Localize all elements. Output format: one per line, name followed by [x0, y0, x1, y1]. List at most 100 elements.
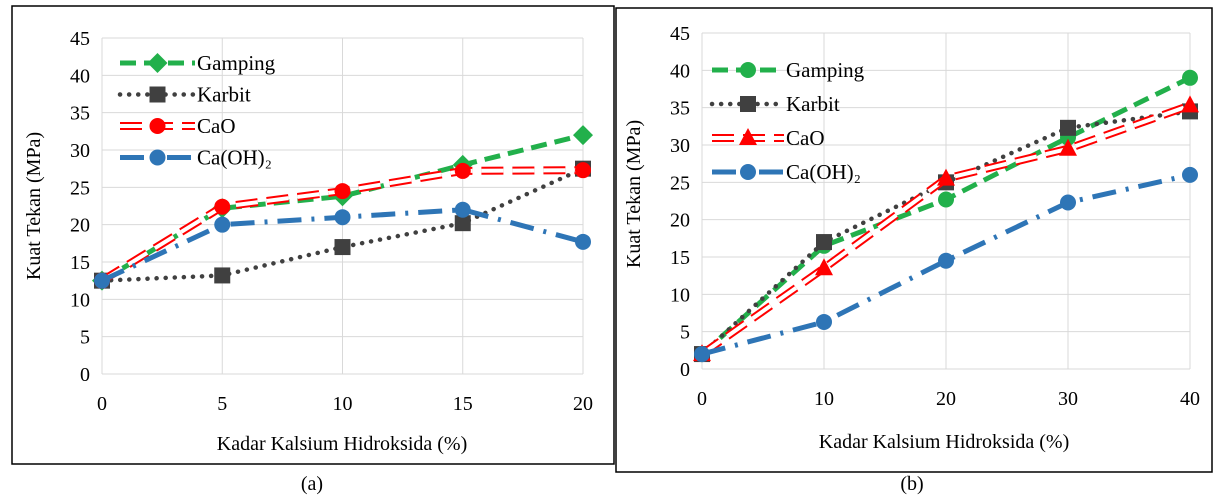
panel-a-y-axis-label: Kuat Tekan (MPa)	[23, 132, 45, 280]
chart-panel-b: 0 5 10 15 20 25 30 35 40 45 0 10 20 30 40 Gamping Karb…	[615, 7, 1213, 495]
panel-b-legend-label: CaO	[786, 126, 825, 150]
panel-a-y-tick-label: 35	[70, 103, 90, 125]
panel-a-x-tick-label: 10	[333, 393, 353, 415]
panel-b-series-ca-oh-point	[694, 346, 710, 363]
panel-a-legend-label: Gamping	[197, 51, 276, 75]
panel-a-y-tick-label: 15	[70, 252, 90, 274]
panel-b-legend-label: Ca(OH)₂	[786, 160, 861, 184]
panel-a-legend-label: Ca(OH)₂	[197, 146, 272, 170]
panel-b-x-tick-label: 10	[814, 388, 834, 410]
panel-a-x-ticks: 0 5 10 15 20	[97, 393, 593, 415]
panel-b-y-tick-label: 30	[670, 135, 690, 157]
panel-a-legend-marker	[147, 53, 168, 73]
panel-a-y-tick-label: 45	[70, 28, 90, 50]
panel-a-series-cao-point	[575, 162, 591, 179]
panel-a-legend-label: Karbit	[197, 83, 251, 107]
panel-a-series	[92, 125, 593, 291]
panel-a-series-ca-oh-point	[214, 216, 231, 233]
panel-a-series-ca-oh	[94, 201, 591, 289]
panel-b-legend-marker	[740, 164, 756, 180]
panel-b-y-tick-label: 45	[670, 23, 690, 45]
panel-a-series-cao-point	[214, 198, 231, 215]
panel-b-x-tick-label: 40	[1180, 388, 1200, 410]
panel-b-x-ticks: 0 10 20 30 40	[697, 388, 1200, 410]
panel-b-legend-item: Ca(OH)₂	[712, 160, 861, 184]
panel-b-caption: (b)	[900, 473, 923, 495]
panel-b-legend-item: Gamping	[712, 58, 865, 82]
panel-a-series-ca-oh-point	[454, 201, 471, 218]
panel-b-x-tick-label: 20	[936, 388, 956, 410]
panel-a-y-ticks: 0 5 10 15 20 25 30 35 40 45	[70, 28, 90, 386]
panel-a-legend-item: Karbit	[117, 83, 251, 107]
panel-a-series-gamping-point	[573, 125, 593, 146]
panel-b-y-tick-label: 40	[670, 60, 690, 82]
chart-panel-a: 0 5 10 15 20 25 30 35 40 45 0 5 10 15 20 Gamping Karbi…	[11, 5, 615, 495]
panel-b-series-gamping-point	[938, 191, 954, 208]
panel-b-y-axis-label: Kuat Tekan (MPa)	[623, 120, 645, 268]
panel-a-series-ca-oh-point	[334, 209, 351, 226]
panel-a-x-tick-label: 0	[97, 393, 107, 415]
panel-a-legend-item: Gamping	[120, 51, 276, 75]
panel-a-series-cao-point	[454, 162, 471, 179]
panel-b-x-tick-label: 0	[697, 388, 707, 410]
panel-b-legend-marker	[739, 128, 757, 145]
panel-a-series-cao-point	[334, 183, 351, 200]
panel-b-series-ca-oh-point	[1182, 166, 1198, 183]
panel-b-y-tick-label: 25	[670, 172, 690, 194]
panel-b-series	[693, 69, 1199, 363]
panel-b-legend-marker	[740, 96, 756, 112]
panel-a-x-tick-label: 15	[453, 393, 473, 415]
panel-b-series-cao-point	[815, 258, 833, 276]
panel-b-legend-item: CaO	[712, 126, 825, 150]
panel-b-legend-marker	[740, 62, 756, 78]
panel-b-y-tick-label: 5	[680, 322, 690, 344]
panel-b-y-tick-label: 20	[670, 210, 690, 232]
panel-b-x-axis-label: Kadar Kalsium Hidroksida (%)	[819, 431, 1070, 453]
panel-b-y-ticks: 0 5 10 15 20 25 30 35 40 45	[670, 23, 690, 381]
panel-b-y-tick-label: 35	[670, 98, 690, 120]
panel-b-series-ca-oh-point	[816, 313, 832, 330]
panel-b-series-ca-oh	[694, 166, 1198, 363]
panel-b-y-tick-label: 10	[670, 284, 690, 306]
panel-a-series-ca-oh-point	[575, 233, 591, 250]
panel-b-y-tick-label: 15	[670, 247, 690, 269]
panel-a-y-tick-label: 40	[70, 65, 90, 87]
panel-b-series-cao-point	[1059, 138, 1077, 156]
panel-a-y-tick-label: 10	[70, 289, 90, 311]
panel-a-legend: Gamping Karbit CaO Ca(OH)₂	[117, 51, 276, 170]
panel-b-y-tick-label: 0	[680, 359, 690, 381]
panel-a-legend-marker	[149, 86, 166, 103]
panel-b-legend-label: Karbit	[786, 92, 840, 116]
panel-b-series-cao-point	[1181, 95, 1199, 113]
panel-b-series-karbit-point	[1060, 119, 1076, 136]
panel-a-series-karbit-point	[454, 215, 471, 232]
panel-a-grid	[101, 37, 584, 375]
panel-a-y-tick-label: 5	[80, 327, 90, 349]
panel-a-series-karbit-point	[334, 239, 351, 256]
panel-a-y-tick-label: 25	[70, 177, 90, 199]
panel-b-series-ca-oh-point	[1060, 194, 1076, 211]
panel-a-x-tick-label: 5	[217, 393, 227, 415]
panel-a-y-tick-label: 30	[70, 140, 90, 162]
panel-b-series-cao-point	[937, 168, 955, 186]
panel-a-legend-item: CaO	[120, 114, 236, 138]
panel-b-legend-label: Gamping	[786, 58, 865, 82]
panel-a-legend-label: CaO	[197, 114, 236, 138]
panel-a-legend-marker	[149, 149, 166, 166]
panel-a-caption: (a)	[301, 473, 323, 495]
panel-b-series-gamping-point	[1182, 69, 1198, 86]
panel-a-legend-marker	[149, 118, 166, 134]
panel-b-series-cao	[693, 95, 1199, 362]
panel-a-series-ca-oh-point	[94, 272, 110, 289]
panel-a-x-tick-label: 20	[573, 393, 593, 415]
panel-a-legend-item: Ca(OH)₂	[120, 146, 272, 170]
panel-b-series-karbit-point	[816, 234, 832, 251]
panel-a-frame	[11, 5, 615, 465]
panel-a-series-karbit-point	[214, 267, 231, 284]
panel-a-y-tick-label: 20	[70, 215, 90, 237]
panel-b-legend: Gamping Karbit CaO Ca(OH)₂	[709, 58, 865, 184]
panel-a-x-axis-label: Kadar Kalsium Hidroksida (%)	[217, 433, 468, 455]
panel-b-legend-item: Karbit	[709, 92, 840, 116]
panel-b-frame	[615, 7, 1213, 473]
